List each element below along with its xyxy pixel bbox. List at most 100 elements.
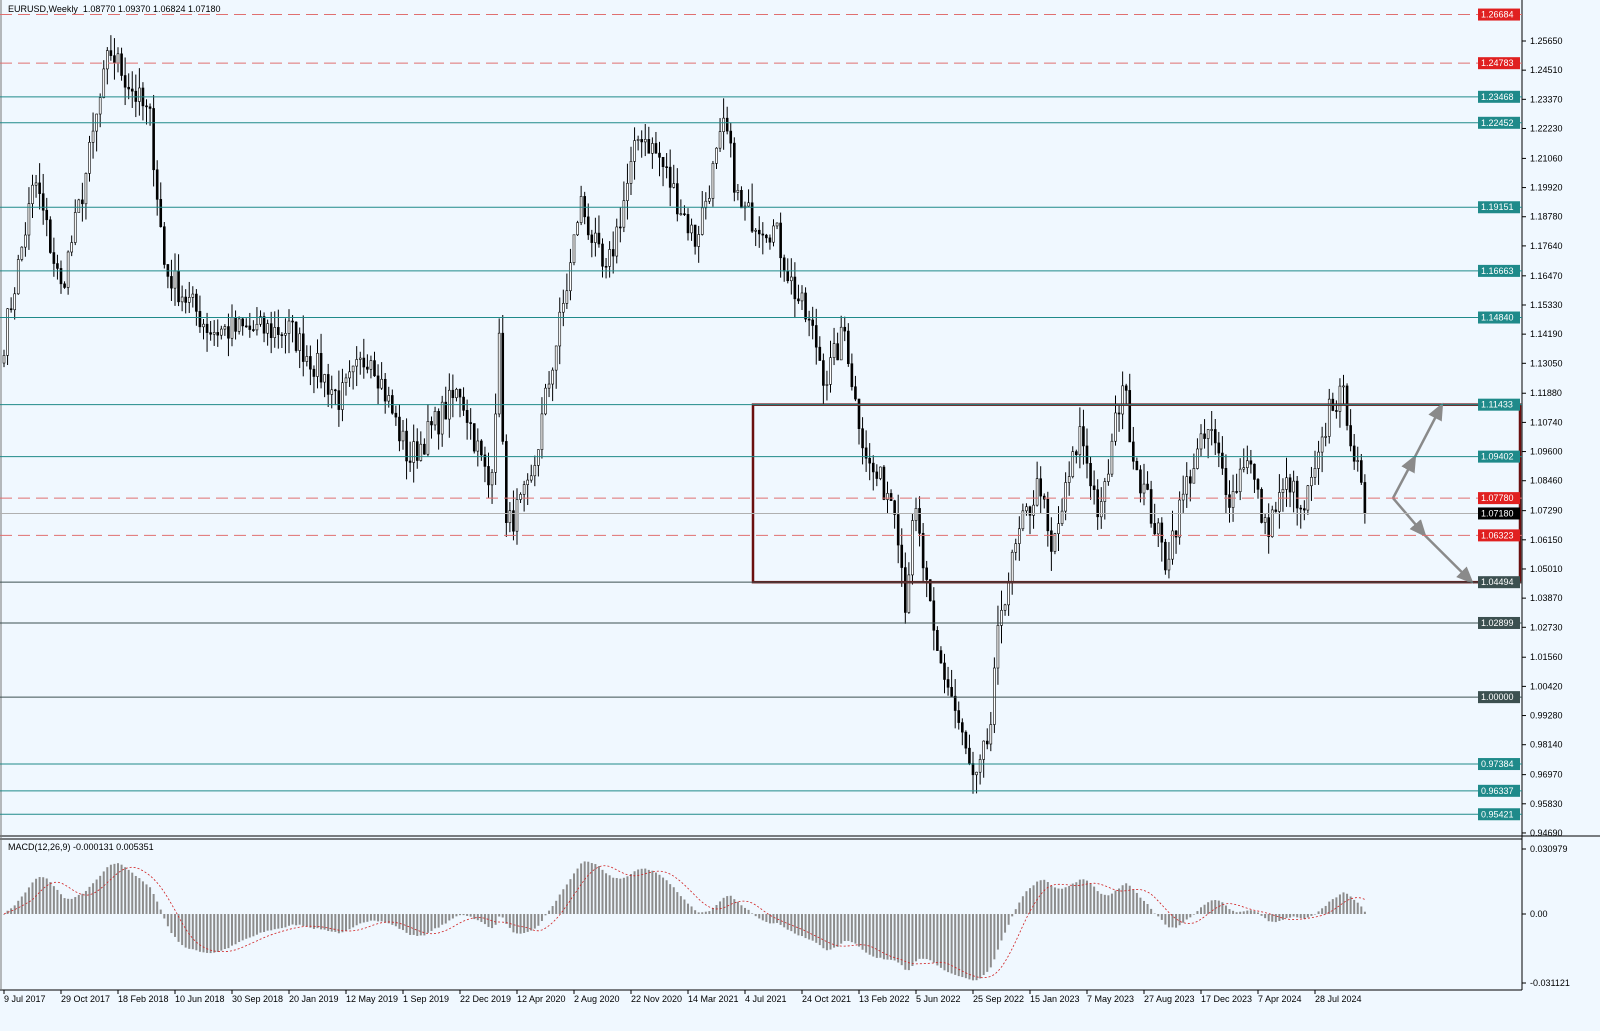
macd-bar (1178, 914, 1181, 926)
bear-candle (586, 216, 590, 236)
macd-bar (904, 914, 907, 970)
bull-candle (73, 212, 77, 243)
bear-candle (861, 428, 864, 449)
bear-candle (234, 317, 237, 332)
macd-tick-label: 0.030979 (1530, 844, 1568, 854)
macd-bar (476, 914, 479, 921)
bear-candle (444, 401, 448, 420)
bear-candle (932, 600, 936, 631)
macd-bar (298, 914, 301, 925)
macd-bar (1292, 914, 1295, 917)
bull-candle (1071, 451, 1075, 477)
macd-bar (637, 869, 640, 914)
date-tick-label: 7 Apr 2024 (1258, 994, 1302, 1004)
macd-bar (117, 863, 119, 914)
bull-candle (704, 200, 708, 209)
macd-bar (1363, 911, 1366, 914)
date-tick-label: 24 Oct 2021 (802, 994, 851, 1004)
macd-bar (943, 914, 946, 971)
macd-bar (1349, 896, 1352, 914)
scenario-arrow-down (1424, 534, 1474, 585)
macd-bar (255, 914, 258, 935)
bull-candle (1342, 385, 1345, 388)
bear-candle (818, 346, 822, 361)
bull-candle (412, 441, 415, 463)
macd-bar (469, 914, 472, 917)
macd-bar (24, 892, 27, 914)
macd-bar (113, 863, 116, 914)
bull-candle (800, 292, 804, 302)
bear-candle (383, 378, 387, 402)
bear-candle (216, 332, 220, 336)
macd-bar (1075, 882, 1078, 914)
macd-bar (558, 894, 561, 914)
macd-bar (530, 914, 533, 931)
bull-candle (1278, 492, 1281, 512)
bear-candle (686, 214, 690, 234)
macd-bar (993, 914, 996, 960)
macd-bar (882, 914, 885, 960)
bear-candle (1349, 425, 1352, 447)
bull-candle (562, 303, 565, 313)
level-label: 1.04494 (1481, 577, 1514, 587)
macd-bar (95, 879, 98, 914)
bull-candle (1142, 483, 1146, 494)
bull-candle (16, 259, 20, 295)
macd-bar (590, 863, 593, 914)
macd-bar (216, 914, 219, 952)
bull-candle (66, 251, 70, 288)
macd-bar (758, 914, 761, 919)
bear-candle (971, 763, 975, 776)
macd-bar (181, 914, 184, 946)
macd-bar (540, 914, 543, 921)
macd-bar (412, 914, 415, 935)
bear-candle (807, 318, 811, 321)
bear-candle (654, 143, 658, 154)
level-label-bg (1478, 616, 1520, 629)
macd-bar (779, 914, 782, 925)
macd-bar (768, 914, 771, 924)
macd-bar (1192, 914, 1195, 915)
bear-candle (647, 139, 651, 154)
bear-candle (611, 249, 615, 257)
macd-bar (234, 914, 237, 945)
bull-candle (351, 365, 355, 373)
macd-bar (1321, 908, 1324, 914)
bull-candle (497, 332, 501, 415)
bull-candle (1185, 476, 1189, 495)
macd-bar (1061, 888, 1064, 914)
macd-bar (740, 905, 743, 914)
bull-candle (1192, 468, 1196, 484)
bull-candle (1018, 528, 1021, 544)
bull-candle (88, 142, 91, 174)
macd-bar (74, 897, 77, 914)
bear-candle (968, 747, 971, 764)
macd-bar (81, 893, 84, 914)
bull-candle (298, 333, 301, 351)
macd-bar (67, 898, 70, 914)
bull-candle (911, 520, 914, 576)
macd-bar (1360, 906, 1363, 914)
macd-bar (1175, 914, 1178, 928)
macd-bar (38, 877, 41, 914)
bull-candle (907, 574, 911, 613)
price-tick-label: 1.22230 (1530, 123, 1563, 133)
macd-bar (352, 914, 355, 928)
macd-bar (252, 914, 255, 937)
bear-candle (1253, 463, 1256, 480)
macd-bar (10, 908, 13, 914)
bear-candle (269, 323, 273, 338)
bull-candle (1025, 506, 1028, 512)
bull-candle (358, 357, 362, 360)
macd-bar (341, 914, 344, 933)
macd-bar (783, 914, 786, 928)
bull-candle (1178, 499, 1181, 538)
macd-bar (373, 914, 376, 921)
macd-bar (1335, 897, 1338, 914)
macd-bar (879, 914, 882, 958)
macd-bar (384, 914, 387, 923)
level-label: 1.00000 (1481, 692, 1514, 702)
macd-bar (231, 914, 233, 946)
